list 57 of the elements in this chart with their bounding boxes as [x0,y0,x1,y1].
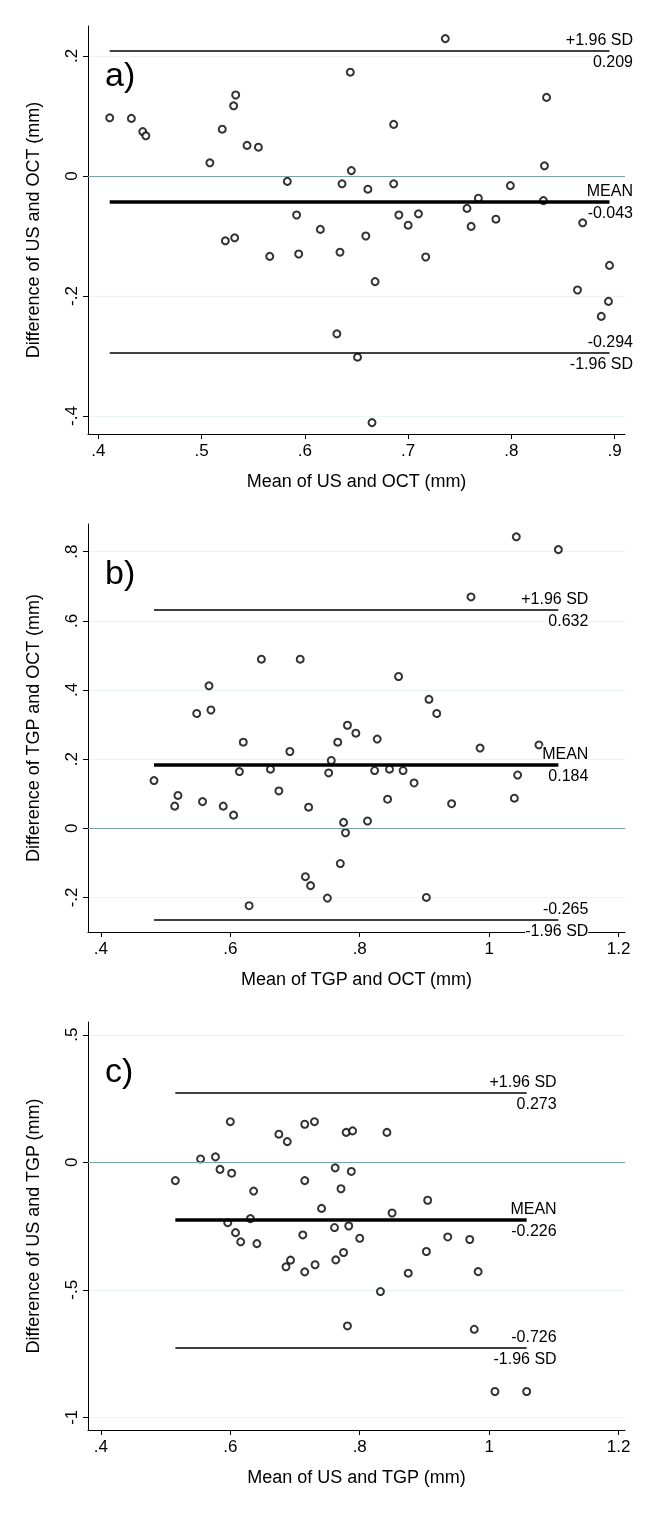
ref-line-label: -1.96 SD [493,1349,557,1367]
x-tick-label: 1.2 [606,939,631,958]
x-tick-label: .6 [223,939,238,958]
x-tick-label: .9 [607,441,622,460]
annotation: -0.726 [511,1327,557,1345]
ref-line-label: MEAN [542,745,589,763]
y-tick-label: -.2 [62,286,81,306]
y-tick-label: -.2 [62,887,81,908]
text: a) [105,55,136,93]
y-tick-label: 0 [62,823,81,834]
annotation: 0.209 [592,53,634,71]
y-tick-label: .5 [62,1027,81,1042]
y-axis-title: Difference of US and TGP (mm) [23,1098,43,1354]
x-tick-label: .4 [93,1437,109,1456]
ref-line-label: -1.96 SD [525,922,589,940]
annotation: -0.226 [511,1222,557,1240]
ref-line-label: -1.96 SD [569,354,633,372]
annotation: -0.294 [587,332,634,350]
annotation: -0.265 [542,900,589,918]
annotation: -0.043 [587,204,634,222]
x-tick-label: .7 [401,441,416,460]
x-tick-label: .8 [352,939,367,958]
annotation: 0.273 [516,1095,557,1113]
y-tick-label: -.5 [62,1279,81,1300]
x-tick-label: .4 [93,939,109,958]
x-tick-label: 1 [484,939,494,958]
y-axis-title: Difference of US and OCT (mm) [23,101,43,359]
y-tick-label: -.4 [62,406,81,426]
ref-line-label: +1.96 SD [565,31,633,49]
text: c) [105,1051,134,1089]
x-tick-label: .8 [504,441,519,460]
y-tick-label: 0 [62,171,81,181]
x-tick-label: 1 [484,1437,494,1456]
x-axis-title: Mean of US and OCT (mm) [246,471,467,491]
y-tick-label: .4 [62,682,81,698]
ref-line-label: MEAN [510,1200,557,1218]
y-tick-label: 0 [62,1157,81,1167]
x-axis-title: Mean of TGP and OCT (mm) [240,969,473,989]
y-tick-label: .6 [62,613,81,628]
x-axis-title: Mean of US and TGP (mm) [247,1467,466,1487]
x-tick-label: .4 [91,441,106,460]
x-tick-label: .5 [194,441,209,460]
ref-line-label: MEAN [586,182,633,200]
x-tick-label: 1.2 [606,1437,631,1456]
annotation: 0.632 [548,612,589,630]
text: b) [105,553,136,591]
x-tick-label: .6 [297,441,312,460]
y-tick-label: -1 [62,1409,81,1425]
ref-line-label: +1.96 SD [489,1073,557,1091]
annotation: 0.184 [548,767,589,785]
x-tick-label: .6 [223,1437,238,1456]
y-tick-label: .8 [62,544,81,559]
y-axis-title: Difference of TGP and OCT (mm) [23,594,43,862]
y-tick-label: .2 [62,48,81,64]
ref-line-label: +1.96 SD [521,590,589,608]
x-tick-label: .8 [352,1437,367,1456]
y-tick-label: .2 [62,752,81,767]
